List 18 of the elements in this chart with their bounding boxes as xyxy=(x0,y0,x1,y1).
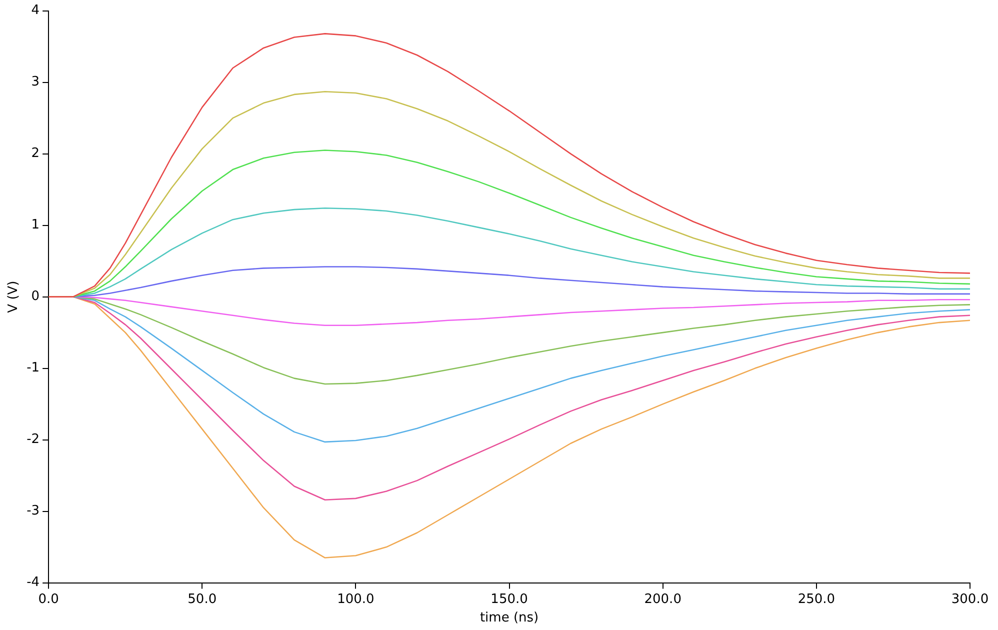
y-axis-title: V (V) xyxy=(6,280,22,313)
y-tick-label: 0 xyxy=(31,289,40,304)
x-tick-label: 300.0 xyxy=(951,592,989,607)
x-tick-label: 200.0 xyxy=(644,592,682,607)
y-tick-label: 3 xyxy=(31,74,40,90)
y-tick-label: -2 xyxy=(26,432,40,448)
y-tick-label: 1 xyxy=(31,218,40,233)
x-axis-title: time (ns) xyxy=(480,610,539,626)
x-tick-label: 250.0 xyxy=(798,592,836,607)
x-tick-label: 0.0 xyxy=(38,592,59,607)
x-tick-label: 50.0 xyxy=(188,592,217,607)
y-tick-label: -3 xyxy=(26,504,40,519)
y-tick-label: 2 xyxy=(31,146,40,162)
x-tick-label: 100.0 xyxy=(337,592,374,607)
y-tick-label: -4 xyxy=(26,575,40,590)
x-tick-label: 150.0 xyxy=(490,592,528,607)
y-tick-label: -1 xyxy=(26,360,40,376)
y-tick-label: 4 xyxy=(31,3,40,18)
